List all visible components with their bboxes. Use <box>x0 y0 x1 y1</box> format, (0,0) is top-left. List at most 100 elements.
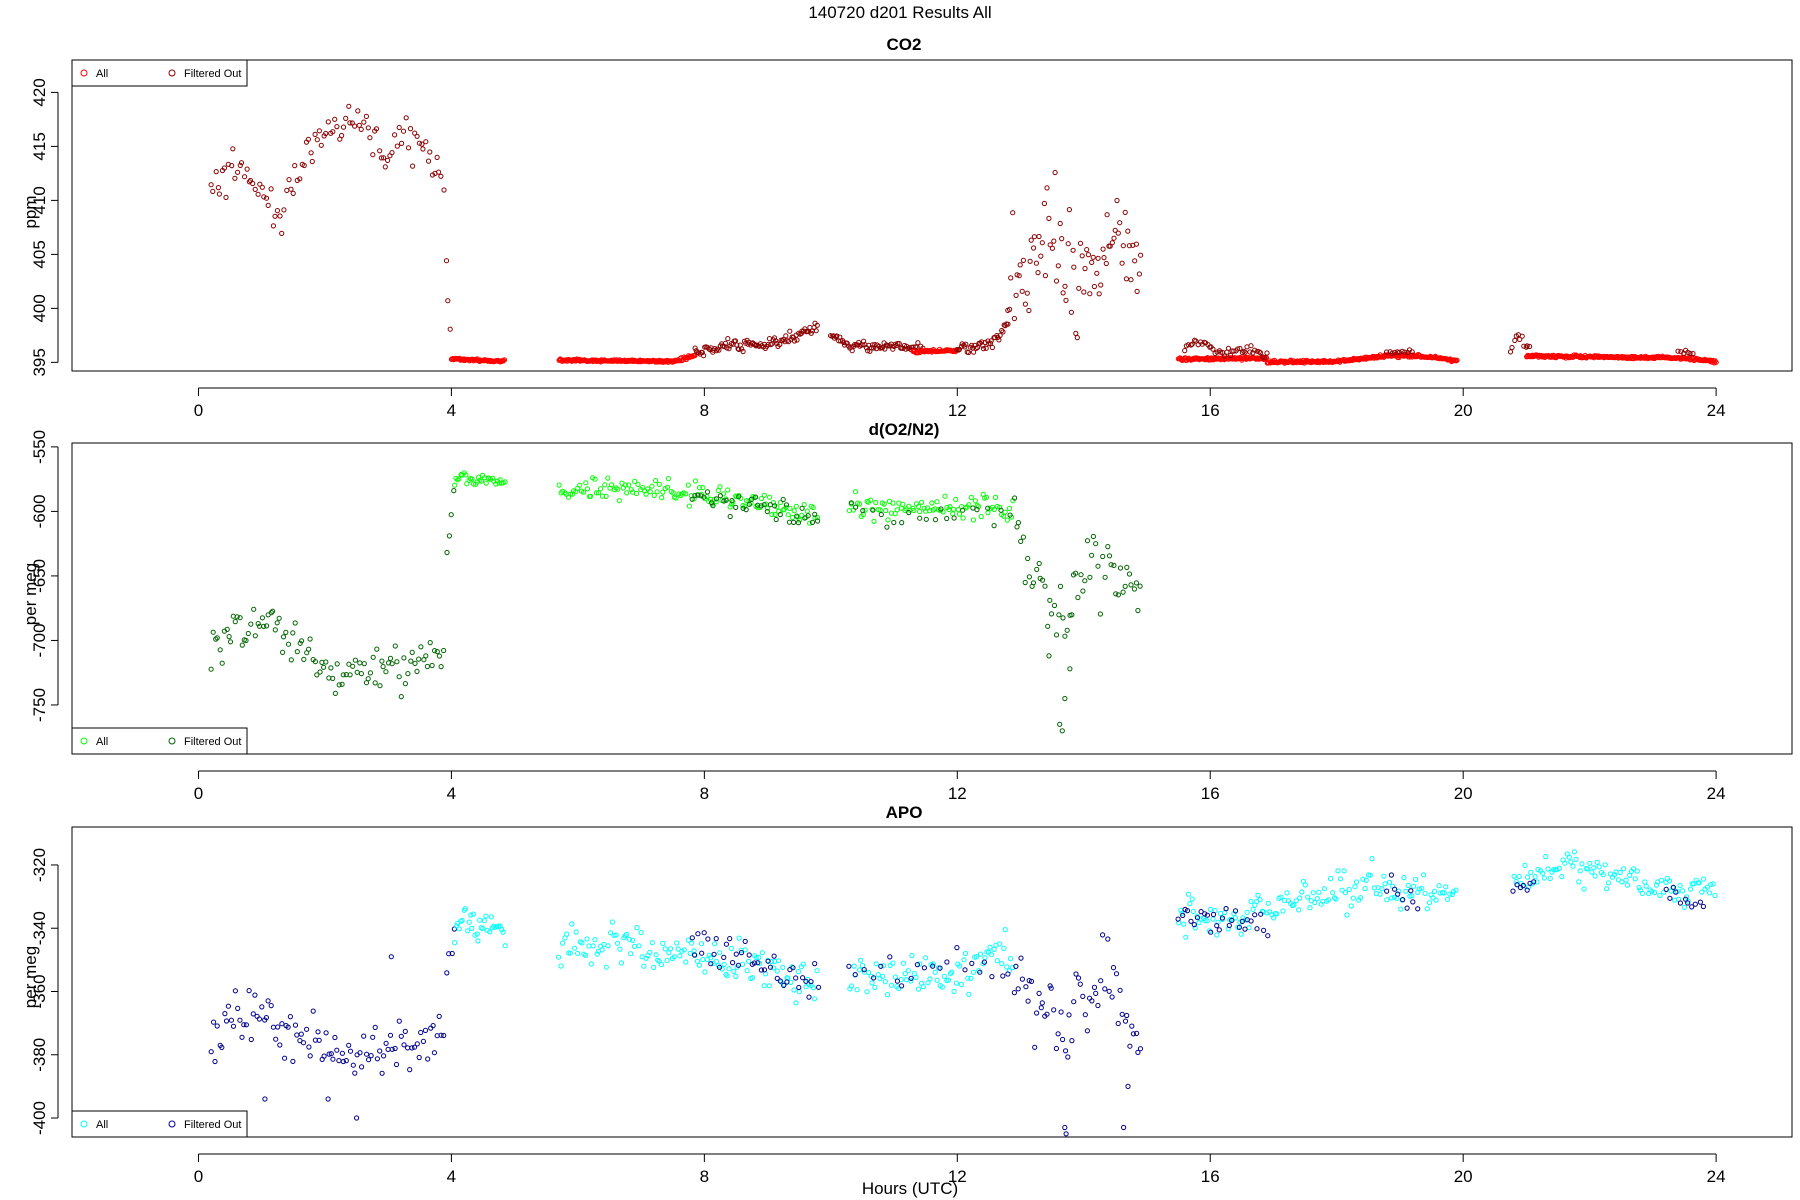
all-point <box>1296 907 1302 913</box>
all-point <box>742 947 748 953</box>
filtered-out-point <box>1404 905 1410 911</box>
all-point <box>1431 888 1438 894</box>
filtered-out-point <box>330 675 336 682</box>
plot-frame <box>71 59 1793 372</box>
all-point <box>560 940 566 946</box>
x-tick-label: 4 <box>447 401 456 420</box>
all-point <box>1623 877 1629 883</box>
all-point <box>656 481 662 487</box>
filtered-out-point <box>1135 1049 1141 1056</box>
filtered-out-point <box>1060 1036 1066 1043</box>
filtered-out-point <box>1077 981 1083 987</box>
data-points <box>208 849 1718 1137</box>
filtered-out-point <box>294 649 300 655</box>
filtered-out-point <box>730 960 736 966</box>
all-point <box>953 980 960 986</box>
y-tick-label: -750 <box>30 688 49 722</box>
filtered-out-point <box>1687 350 1693 357</box>
filtered-out-point <box>1214 923 1220 929</box>
all-point <box>1190 908 1196 915</box>
filtered-out-point <box>1235 346 1241 352</box>
all-point <box>474 931 480 937</box>
filtered-out-point <box>1063 297 1069 303</box>
filtered-out-point <box>689 496 695 502</box>
all-point <box>921 505 927 511</box>
all-point <box>991 946 997 953</box>
filtered-out-point <box>328 1051 334 1057</box>
all-point <box>774 968 780 974</box>
filtered-out-point <box>1091 283 1098 290</box>
filtered-out-point <box>1079 253 1085 259</box>
filtered-out-point <box>846 963 852 969</box>
filtered-out-point <box>765 958 771 964</box>
filtered-out-point <box>1113 971 1120 977</box>
x-tick-label: 0 <box>194 784 203 803</box>
filtered-out-point <box>691 952 698 958</box>
filtered-out-point <box>1069 612 1075 618</box>
filtered-out-point <box>1683 896 1689 902</box>
filtered-out-point <box>1136 271 1143 277</box>
filtered-out-point <box>429 662 435 669</box>
filtered-out-point <box>268 186 274 192</box>
all-point <box>1670 885 1676 891</box>
filtered-out-point <box>403 115 409 121</box>
filtered-out-point <box>382 164 388 170</box>
all-point <box>649 483 655 489</box>
filtered-out-point <box>721 343 727 350</box>
filtered-out-point <box>780 496 786 503</box>
all-point <box>945 977 952 983</box>
all-point <box>915 986 922 992</box>
all-point <box>664 957 670 964</box>
filtered-out-point <box>774 340 780 347</box>
all-point <box>636 943 642 949</box>
filtered-out-point <box>285 1024 291 1030</box>
filtered-out-point <box>800 975 806 981</box>
all-point <box>880 973 886 979</box>
filtered-out-point <box>1254 926 1260 932</box>
all-point <box>1649 888 1655 895</box>
filtered-out-point <box>346 661 352 667</box>
all-point <box>997 504 1003 510</box>
x-axis-label: Hours (UTC) <box>862 1179 958 1198</box>
all-point <box>692 478 699 484</box>
filtered-out-point <box>1093 990 1099 997</box>
filtered-out-point <box>1248 343 1254 349</box>
all-point <box>883 507 889 514</box>
filtered-out-point <box>280 634 287 640</box>
filtered-out-point <box>806 994 812 1000</box>
filtered-out-point <box>1049 245 1056 251</box>
filtered-out-point <box>211 1019 217 1025</box>
filtered-out-point <box>908 975 914 981</box>
all-point <box>1206 928 1213 934</box>
x-tick-label: 20 <box>1454 784 1473 803</box>
filtered-out-point <box>1218 349 1224 355</box>
filtered-out-point <box>241 1022 247 1028</box>
all-point <box>810 504 816 511</box>
filtered-out-point <box>1053 632 1060 638</box>
filtered-out-point <box>1071 999 1077 1005</box>
filtered-out-point <box>366 1057 372 1063</box>
filtered-out-point <box>808 979 814 985</box>
filtered-out-point <box>361 661 367 667</box>
filtered-out-point <box>400 128 407 134</box>
filtered-out-point <box>1131 586 1138 592</box>
all-point <box>927 976 933 982</box>
all-point <box>1419 885 1425 891</box>
filtered-out-point <box>771 953 777 959</box>
filtered-out-point <box>713 496 720 502</box>
all-point <box>1605 880 1612 886</box>
all-point <box>667 946 674 952</box>
all-point <box>590 943 596 949</box>
all-point <box>713 499 719 505</box>
filtered-out-point <box>373 126 380 132</box>
filtered-out-point <box>1031 245 1037 251</box>
filtered-out-point <box>1117 987 1123 993</box>
filtered-out-point <box>1038 253 1044 259</box>
filtered-out-point <box>1700 903 1707 910</box>
all-point <box>1707 890 1713 896</box>
all-point <box>852 489 859 495</box>
filtered-out-point <box>416 656 422 662</box>
filtered-out-point <box>713 936 719 942</box>
y-tick-label: 395 <box>30 348 49 376</box>
filtered-out-point <box>412 660 418 667</box>
